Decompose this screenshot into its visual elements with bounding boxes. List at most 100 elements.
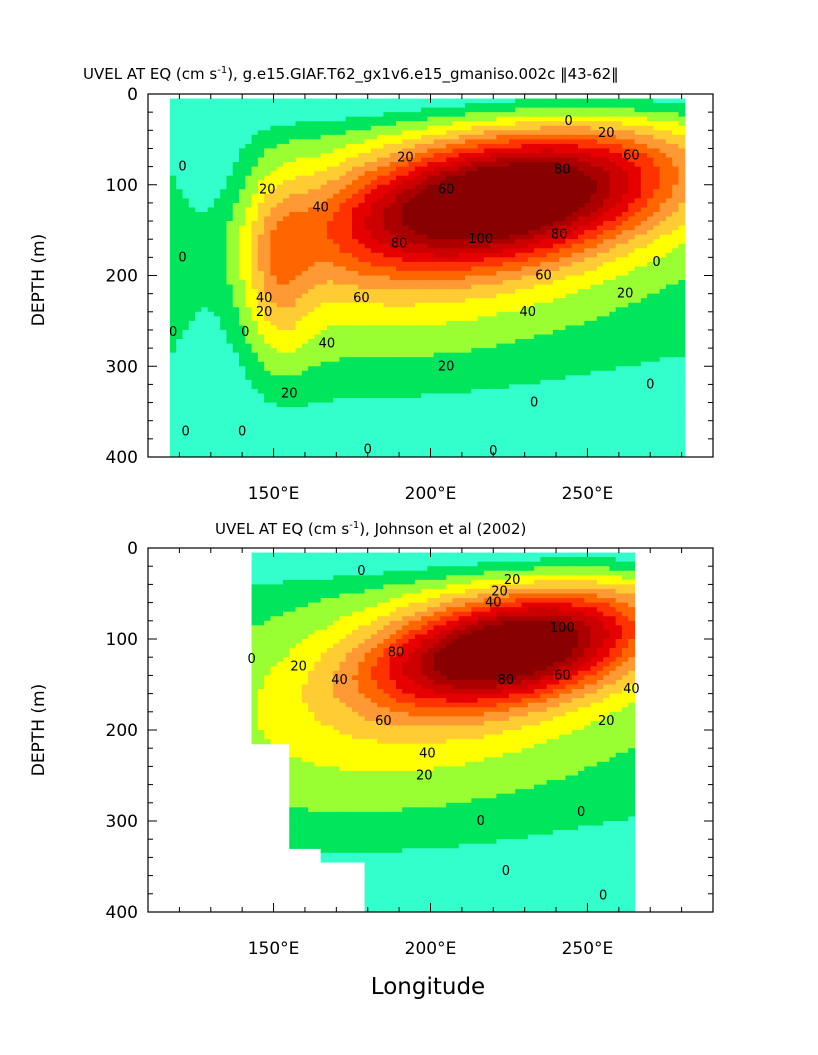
field-cell — [276, 379, 284, 385]
field-cell — [201, 202, 209, 209]
field-cell — [232, 357, 240, 363]
field-cell — [446, 434, 454, 440]
field-cell — [226, 334, 234, 340]
field-cell — [458, 130, 466, 136]
field-cell — [352, 311, 359, 317]
field-cell — [314, 348, 322, 354]
field-cell — [226, 189, 234, 195]
field-cell — [308, 157, 315, 163]
field-cell — [546, 293, 554, 299]
field-cell — [502, 393, 510, 399]
field-cell — [408, 180, 416, 186]
field-cell — [364, 216, 372, 222]
field-cell — [352, 225, 359, 231]
field-cell — [232, 388, 240, 395]
field-cell — [458, 216, 466, 222]
field-cell — [358, 402, 366, 408]
field-cell — [169, 189, 177, 195]
field-cell — [496, 193, 504, 199]
field-cell — [559, 343, 567, 349]
field-cell — [402, 116, 410, 122]
field-cell — [458, 152, 466, 159]
field-cell — [534, 425, 541, 431]
field-cell — [345, 211, 353, 218]
field-cell — [502, 429, 510, 435]
field-cell — [345, 207, 353, 213]
field-cell — [276, 393, 284, 399]
field-cell — [433, 193, 441, 199]
field-cell — [276, 452, 284, 457]
field-cell — [295, 320, 303, 327]
field-cell — [264, 280, 272, 286]
field-cell — [270, 311, 278, 317]
field-cell — [515, 221, 523, 227]
field-cell — [295, 438, 303, 444]
field-cell — [276, 280, 284, 286]
field-cell — [383, 107, 391, 113]
field-cell — [245, 452, 253, 457]
field-cell — [408, 379, 416, 385]
field-cell — [408, 266, 416, 272]
field-cell — [314, 425, 322, 431]
field-cell — [458, 193, 466, 199]
field-cell — [559, 121, 567, 127]
field-cell — [521, 143, 529, 150]
field-cell — [546, 289, 554, 295]
field-cell — [308, 216, 315, 222]
field-cell — [320, 384, 328, 390]
field-cell — [421, 429, 428, 435]
field-cell — [320, 420, 328, 426]
field-cell — [534, 375, 541, 381]
field-cell — [295, 230, 303, 236]
field-cell — [207, 443, 215, 449]
field-cell — [540, 316, 548, 322]
field-cell — [188, 157, 196, 163]
field-cell — [559, 366, 567, 372]
field-cell — [257, 402, 265, 408]
field-cell — [220, 302, 228, 308]
field-cell — [339, 230, 347, 236]
field-cell — [383, 334, 391, 340]
field-cell — [402, 280, 410, 286]
field-cell — [421, 175, 428, 181]
field-cell — [364, 184, 372, 190]
field-cell — [308, 429, 315, 435]
field-cell — [314, 130, 322, 136]
field-cell — [527, 216, 535, 222]
field-cell — [320, 157, 328, 163]
field-cell — [508, 243, 516, 249]
field-cell — [521, 98, 529, 104]
field-cell — [370, 280, 378, 286]
field-cell — [370, 379, 378, 385]
field-cell — [220, 280, 228, 286]
field-cell — [176, 420, 184, 426]
field-cell — [239, 193, 246, 199]
field-cell — [339, 257, 347, 263]
field-cell — [515, 125, 523, 131]
field-cell — [182, 248, 190, 254]
field-cell — [483, 361, 491, 367]
field-cell — [239, 221, 246, 227]
field-cell — [308, 148, 315, 154]
field-cell — [282, 225, 290, 231]
field-cell — [364, 311, 372, 317]
field-cell — [320, 257, 328, 263]
field-cell — [270, 139, 278, 145]
field-cell — [546, 275, 554, 281]
field-cell — [421, 284, 428, 290]
field-cell — [301, 130, 309, 136]
field-cell — [352, 289, 359, 295]
field-cell — [534, 139, 541, 145]
field-cell — [282, 116, 290, 122]
field-cell — [364, 202, 372, 209]
field-cell — [207, 384, 215, 390]
field-cell — [496, 162, 504, 168]
field-cell — [301, 366, 309, 372]
field-cell — [176, 180, 184, 186]
field-cell — [439, 429, 447, 435]
field-cell — [496, 420, 504, 426]
field-cell — [264, 352, 272, 358]
field-cell — [515, 420, 523, 426]
field-cell — [458, 248, 466, 254]
field-cell — [289, 112, 297, 118]
